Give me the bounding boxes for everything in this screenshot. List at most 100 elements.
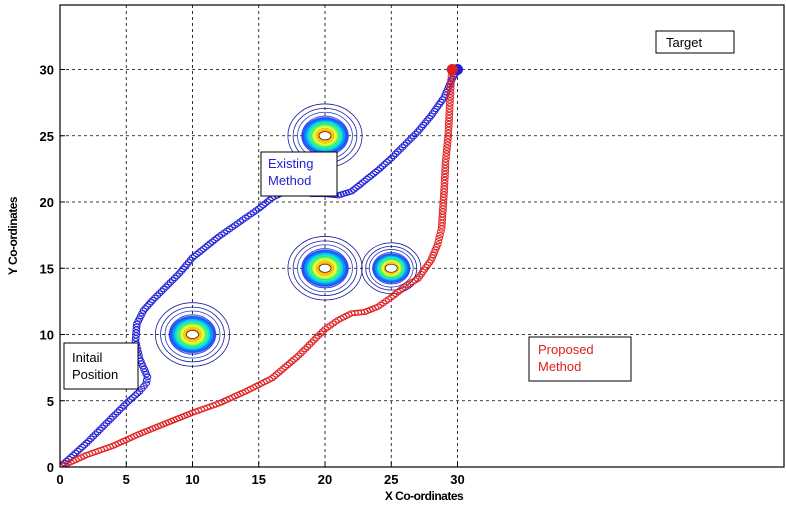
data-point (411, 277, 420, 284)
data-point (231, 222, 239, 229)
data-point (440, 173, 449, 181)
data-point (244, 212, 253, 220)
data-point (208, 238, 217, 245)
data-point (369, 170, 378, 177)
data-point (268, 375, 276, 382)
obstacle-inner-contour (376, 255, 407, 282)
plot-frame (59, 4, 785, 468)
obstacle-contour (164, 310, 221, 359)
data-point (441, 156, 450, 163)
data-point (444, 129, 453, 136)
data-point (374, 303, 382, 310)
data-point (212, 235, 221, 242)
data-point (436, 228, 445, 235)
y-tick-label: 20 (40, 195, 54, 210)
data-point (391, 290, 400, 297)
x-tick-label: 25 (384, 472, 398, 487)
annotation-existing: Existing Method (260, 151, 338, 197)
data-point (444, 123, 453, 131)
data-point (405, 280, 414, 287)
data-point (265, 196, 274, 203)
data-point (440, 179, 449, 186)
data-point (272, 371, 281, 378)
data-point (441, 170, 449, 178)
data-point (132, 329, 141, 336)
data-point (367, 172, 376, 179)
data-point (223, 227, 231, 234)
annotation-target-text: Target (666, 35, 703, 50)
obstacle-inner-contour (311, 256, 339, 280)
obstacle-center (186, 330, 199, 339)
obstacle-inner-contour (311, 124, 339, 148)
data-point (349, 186, 358, 193)
data-point (441, 162, 450, 169)
data-point (206, 240, 215, 247)
data-point (384, 296, 393, 303)
data-point (254, 205, 263, 212)
annotation-proposed: Proposed Method (528, 336, 632, 382)
data-point (443, 138, 452, 145)
obstacle-center (318, 263, 332, 273)
y-tick-label: 25 (40, 129, 54, 144)
data-point (281, 363, 290, 371)
data-point (201, 243, 210, 251)
data-point (217, 231, 226, 238)
y-tick-label: 30 (40, 63, 54, 78)
data-point (436, 231, 444, 238)
data-point (241, 214, 250, 221)
data-point (446, 94, 455, 101)
data-point (329, 320, 337, 327)
annotation-target-box (655, 30, 735, 54)
data-point (352, 184, 360, 191)
data-point (445, 114, 454, 122)
data-point (446, 88, 455, 95)
data-point (276, 367, 285, 374)
data-point (287, 358, 296, 365)
data-point (131, 335, 140, 342)
x-axis-label: X Co-ordinates (385, 489, 464, 503)
data-point (376, 301, 385, 308)
y-tick-label: 0 (47, 460, 54, 475)
data-point (210, 236, 219, 244)
data-point (408, 278, 417, 286)
data-point (252, 207, 261, 214)
data-point (215, 233, 223, 240)
data-point (445, 106, 454, 113)
y-tick-label: 15 (40, 261, 54, 276)
data-point (363, 175, 371, 183)
data-point (259, 201, 268, 209)
data-point (270, 373, 279, 380)
data-point (292, 354, 301, 361)
data-point (190, 252, 199, 259)
obstacle-inner-contour (173, 318, 212, 351)
annotation-existing-box (260, 151, 338, 197)
data-point (199, 245, 208, 252)
data-point (263, 198, 272, 205)
annotation-start-box (63, 342, 139, 390)
data-point (132, 332, 140, 339)
annotation-start-text: Initail Position (72, 350, 118, 382)
data-point (274, 369, 283, 376)
data-point (445, 112, 454, 119)
data-point (393, 289, 402, 296)
data-point (225, 225, 234, 233)
data-point (220, 229, 229, 236)
data-point (444, 120, 453, 128)
data-point (204, 242, 212, 249)
data-point (142, 380, 151, 387)
data-point (238, 216, 247, 223)
data-point (434, 238, 443, 245)
data-point (197, 247, 206, 254)
obstacle-contour (154, 302, 230, 367)
data-point (440, 188, 448, 195)
data-point (323, 324, 332, 331)
data-point (195, 249, 204, 256)
annotation-existing-text: Existing Method (268, 156, 317, 188)
data-point (446, 82, 455, 89)
data-point (444, 132, 453, 139)
data-point (236, 218, 245, 225)
x-tick-label: 10 (185, 472, 199, 487)
data-point (443, 144, 451, 151)
y-tick-label: 10 (40, 328, 54, 343)
data-point (290, 356, 298, 363)
